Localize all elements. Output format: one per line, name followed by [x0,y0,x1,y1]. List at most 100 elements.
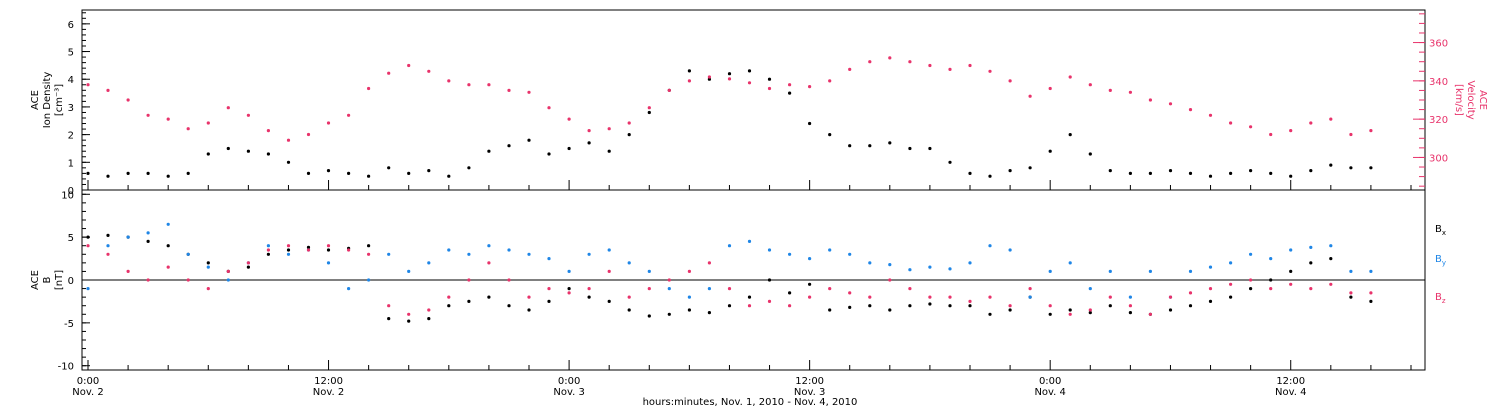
data-point [627,308,631,312]
data-point [1008,79,1012,83]
data-point [788,304,792,308]
data-point [767,77,772,81]
data-point [347,171,351,175]
legend-by: By [1435,254,1446,267]
data-point [407,319,411,323]
data-point [427,261,431,265]
data-point [1289,248,1293,252]
data-point [1128,171,1132,175]
data-point [1088,311,1092,315]
data-point [988,69,992,73]
data-point [266,152,270,156]
field-tick-label: -10 [58,362,74,373]
data-point [286,138,291,142]
data-point [527,308,531,312]
data-point [407,63,411,68]
data-point [1028,295,1032,299]
data-point [747,239,752,243]
data-point [547,257,551,261]
density-axis-label-1: ACE [30,90,41,110]
data-point [347,248,351,252]
data-point [387,304,391,308]
data-point [828,79,832,83]
data-point [808,257,812,261]
density-tick-label: 4 [68,75,74,86]
data-point [928,265,932,269]
data-point [166,222,170,226]
data-point [1329,117,1333,121]
data-point [246,261,250,265]
data-point [487,295,491,299]
data-point [948,67,952,71]
data-point [1148,312,1152,316]
data-point [928,63,932,68]
data-point [788,83,792,87]
data-point [647,287,651,291]
data-point [727,244,732,248]
data-point [968,63,972,68]
data-point [1249,287,1253,291]
data-point [868,304,872,308]
density-tick-label: 6 [68,20,74,31]
data-point [146,239,150,243]
field-axis-label-3: [nT] [54,270,65,290]
density-tick-label: 3 [68,103,74,114]
data-point [306,132,311,137]
data-point [707,311,712,315]
data-point [627,121,631,125]
field-tick-label: 5 [68,233,74,244]
data-point [326,248,331,252]
data-point [387,71,391,75]
data-point [1208,113,1213,117]
data-point [1208,174,1213,178]
data-point [647,269,651,273]
velocity-tick-label: 320 [1429,115,1448,126]
data-point [387,252,391,256]
data-point [507,304,511,308]
field-axis-label-1: ACE [30,270,41,290]
data-point [1168,169,1173,173]
data-point [467,83,471,87]
data-point [1028,166,1032,170]
data-point [166,117,170,121]
data-point [547,106,551,110]
data-point [908,146,912,151]
data-point [687,69,692,73]
data-point [1249,252,1253,256]
data-point [1108,169,1112,173]
data-point [1148,269,1152,273]
data-point [888,278,892,282]
data-point [527,90,531,94]
data-point [306,171,311,175]
field-axis-label-2: B [42,276,53,283]
data-point [447,248,451,252]
data-point [868,144,872,148]
data-point [1068,312,1072,316]
data-point [246,149,250,153]
data-point [1028,94,1032,98]
data-point [387,166,391,170]
data-point [988,312,992,316]
data-point [266,129,270,133]
data-point [146,231,150,235]
data-point [968,261,972,265]
data-point [407,171,411,175]
plasma-data-points [86,56,1373,178]
date-tick-label: Nov. 2 [313,387,344,398]
data-point [1188,269,1193,273]
density-axis-label-3: [cm⁻³] [54,84,65,116]
data-point [607,299,611,303]
data-point [687,295,692,299]
data-point [687,269,692,273]
field-data-points [86,222,1373,323]
data-point [868,60,872,64]
data-point [667,287,671,291]
data-point [727,304,732,308]
data-point [908,304,912,308]
data-point [988,244,992,248]
data-point [1208,287,1213,291]
data-point [788,291,792,295]
density-tick-label: 0 [68,186,74,197]
data-point [567,117,571,121]
